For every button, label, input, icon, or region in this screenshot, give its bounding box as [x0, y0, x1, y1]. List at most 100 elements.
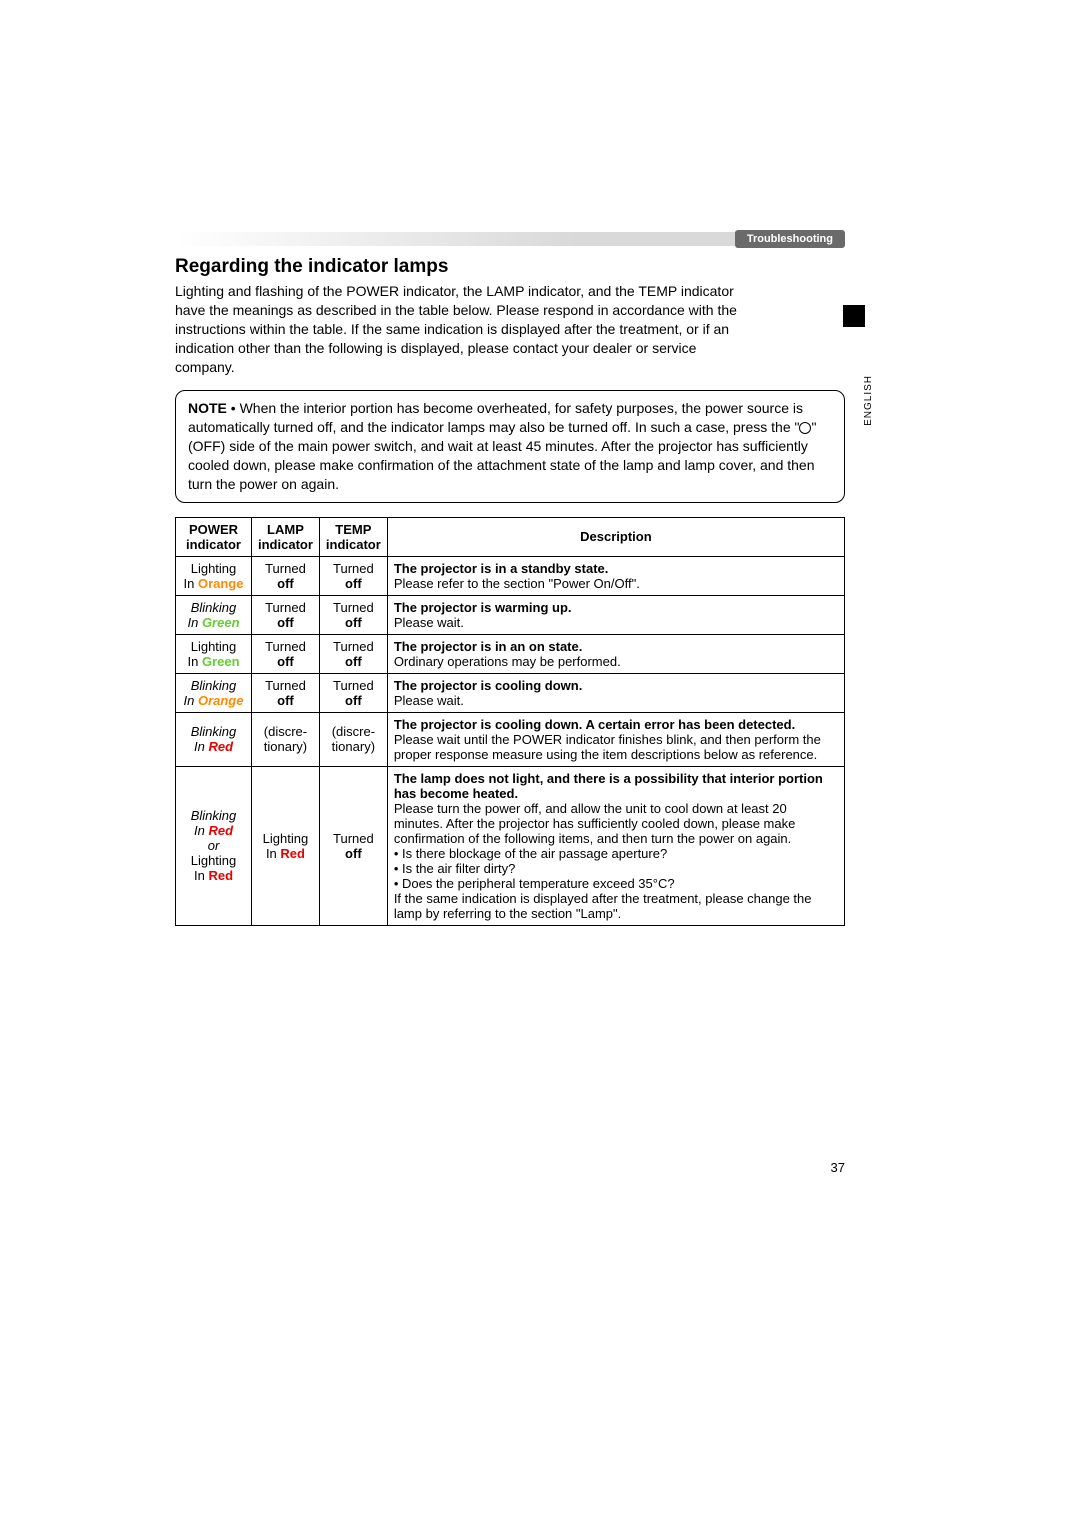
- cell-power: BlinkingIn Orange: [176, 673, 252, 712]
- th-power-l2: indicator: [186, 537, 241, 552]
- cell-lamp: Turnedoff: [252, 595, 320, 634]
- cell-power: BlinkingIn Red: [176, 712, 252, 766]
- lamp-color: Red: [280, 846, 305, 861]
- power-line: Blinking: [191, 808, 237, 823]
- cell-temp: (discre-tionary): [319, 712, 387, 766]
- section-label: Troubleshooting: [735, 230, 845, 248]
- power-line: or: [208, 838, 220, 853]
- section-title: Regarding the indicator lamps: [175, 256, 845, 278]
- table-row: BlinkingIn RedorLightingIn RedLightingIn…: [176, 766, 845, 925]
- desc-body-line: Please wait until the POWER indicator fi…: [394, 732, 821, 762]
- desc-title: The projector is in an on state.: [394, 639, 583, 654]
- temp-line2: off: [345, 654, 362, 669]
- intro-paragraph: Lighting and flashing of the POWER indic…: [175, 282, 750, 376]
- table-header: POWER indicator LAMP indicator TEMP indi…: [176, 517, 845, 556]
- cell-power: BlinkingIn Green: [176, 595, 252, 634]
- temp-line1: Turned: [333, 600, 374, 615]
- desc-body-line: Please turn the power off, and allow the…: [394, 801, 796, 846]
- lamp-line2: off: [277, 576, 294, 591]
- power-color: Red: [208, 739, 233, 754]
- lamp-line2: tionary): [264, 739, 307, 754]
- table-row: BlinkingIn GreenTurnedoffTurnedoffThe pr…: [176, 595, 845, 634]
- temp-line2: off: [345, 693, 362, 708]
- lamp-line1: Lighting: [263, 831, 309, 846]
- cell-description: The projector is in an on state.Ordinary…: [387, 634, 844, 673]
- power-in: In: [187, 654, 201, 669]
- power-line: In: [194, 868, 208, 883]
- manual-page: Troubleshooting ENGLISH Regarding the in…: [175, 230, 845, 926]
- off-circle-icon: [799, 422, 811, 434]
- lamp-line2: off: [277, 693, 294, 708]
- power-line1: Blinking: [191, 678, 237, 693]
- desc-body-line: • Is the air filter dirty?: [394, 861, 516, 876]
- power-in: In: [194, 739, 208, 754]
- temp-line1: Turned: [333, 561, 374, 576]
- note-label: NOTE: [188, 400, 227, 416]
- lamp-line1: Turned: [265, 561, 306, 576]
- th-temp-l1: TEMP: [335, 522, 371, 537]
- power-color: Red: [208, 823, 233, 838]
- cell-description: The projector is warming up.Please wait.: [387, 595, 844, 634]
- desc-title: The lamp does not light, and there is a …: [394, 771, 823, 801]
- language-label: ENGLISH: [863, 375, 874, 426]
- table-row: BlinkingIn Red(discre-tionary)(discre-ti…: [176, 712, 845, 766]
- temp-line1: Turned: [333, 678, 374, 693]
- cell-lamp: LightingIn Red: [252, 766, 320, 925]
- power-color: Red: [208, 868, 233, 883]
- table-row: BlinkingIn OrangeTurnedoffTurnedoffThe p…: [176, 673, 845, 712]
- language-tab: ENGLISH: [843, 305, 865, 375]
- desc-body-line: • Does the peripheral temperature exceed…: [394, 876, 675, 891]
- power-line1: Blinking: [191, 600, 237, 615]
- desc-body-line: • Is there blockage of the air passage a…: [394, 846, 667, 861]
- th-power: POWER indicator: [176, 517, 252, 556]
- cell-temp: Turnedoff: [319, 766, 387, 925]
- temp-line2: tionary): [332, 739, 375, 754]
- temp-line1: Turned: [333, 639, 374, 654]
- table-row: LightingIn OrangeTurnedoffTurnedoffThe p…: [176, 556, 845, 595]
- cell-description: The projector is cooling down. A certain…: [387, 712, 844, 766]
- lamp-line2: off: [277, 654, 294, 669]
- power-line: Lighting: [191, 853, 237, 868]
- desc-body-line: Please refer to the section "Power On/Of…: [394, 576, 640, 591]
- lamp-line1: Turned: [265, 678, 306, 693]
- lamp-line1: (discre-: [264, 724, 307, 739]
- th-temp-l2: indicator: [326, 537, 381, 552]
- note-box: NOTE • When the interior portion has bec…: [175, 390, 845, 502]
- temp-line2: off: [345, 615, 362, 630]
- th-desc: Description: [387, 517, 844, 556]
- power-in: In: [187, 615, 201, 630]
- note-text-pre: • When the interior portion has become o…: [188, 400, 803, 435]
- power-in: In: [184, 693, 198, 708]
- desc-body-line: Ordinary operations may be performed.: [394, 654, 621, 669]
- power-in: In: [184, 576, 198, 591]
- cell-lamp: Turnedoff: [252, 673, 320, 712]
- temp-line1: (discre-: [332, 724, 375, 739]
- power-color: Orange: [198, 576, 244, 591]
- cell-lamp: Turnedoff: [252, 556, 320, 595]
- desc-body-line: If the same indication is displayed afte…: [394, 891, 812, 921]
- cell-temp: Turnedoff: [319, 595, 387, 634]
- lamp-line2: off: [277, 615, 294, 630]
- power-line: In: [194, 823, 208, 838]
- cell-lamp: Turnedoff: [252, 634, 320, 673]
- page-number: 37: [831, 1160, 845, 1175]
- indicator-table: POWER indicator LAMP indicator TEMP indi…: [175, 517, 845, 926]
- cell-temp: Turnedoff: [319, 673, 387, 712]
- desc-body-line: Please wait.: [394, 693, 464, 708]
- power-line1: Blinking: [191, 724, 237, 739]
- th-lamp-l1: LAMP: [267, 522, 304, 537]
- cell-temp: Turnedoff: [319, 634, 387, 673]
- cell-lamp: (discre-tionary): [252, 712, 320, 766]
- language-marker: [843, 305, 865, 327]
- cell-description: The projector is cooling down.Please wai…: [387, 673, 844, 712]
- cell-power: LightingIn Green: [176, 634, 252, 673]
- table-body: LightingIn OrangeTurnedoffTurnedoffThe p…: [176, 556, 845, 925]
- temp-line1: Turned: [333, 831, 374, 846]
- section-banner: Troubleshooting: [175, 230, 845, 248]
- temp-line2: off: [345, 846, 362, 861]
- lamp-in: In: [266, 846, 280, 861]
- desc-title: The projector is in a standby state.: [394, 561, 609, 576]
- table-row: LightingIn GreenTurnedoffTurnedoffThe pr…: [176, 634, 845, 673]
- cell-power: LightingIn Orange: [176, 556, 252, 595]
- desc-body-line: Please wait.: [394, 615, 464, 630]
